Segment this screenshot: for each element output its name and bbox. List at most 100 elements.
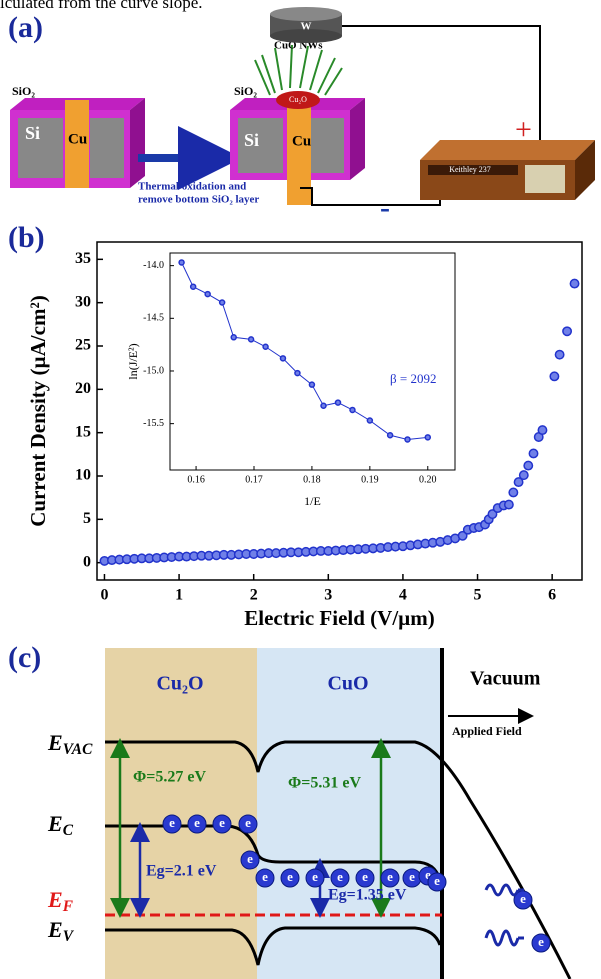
data-point: [366, 417, 374, 424]
y-tick-label: 0: [83, 553, 91, 570]
data-point: [518, 470, 529, 481]
x-tick-label: 0.18: [303, 474, 321, 485]
data-point: [334, 399, 342, 406]
gap-label: Eg=1.35 eV: [328, 887, 407, 904]
x-tick-label: 0.20: [419, 474, 437, 485]
electron-label: e: [247, 851, 253, 866]
data-point: [279, 355, 287, 362]
level-symbol: E: [47, 887, 63, 912]
y-tick-label: 15: [75, 423, 91, 440]
data-point: [320, 402, 327, 409]
electron: [280, 868, 300, 888]
plot-frame: [169, 252, 456, 471]
cuo-region: [257, 648, 442, 979]
data-point: [562, 326, 573, 337]
data-point: [294, 369, 301, 377]
electron-label: e: [337, 869, 343, 884]
data-point: [218, 299, 226, 306]
electron-label: e: [362, 869, 368, 884]
data-point: [487, 509, 498, 520]
data-point: [262, 343, 269, 351]
annotation: β = 2092: [390, 371, 436, 386]
electron: [187, 814, 207, 834]
electron: [240, 850, 260, 870]
x-axis-label: 1/E: [304, 494, 321, 508]
oxide-label: SiO₂: [234, 84, 257, 98]
oxide-label: SiO₂: [12, 84, 35, 98]
electron-label: e: [169, 815, 175, 830]
electrode-label: W: [301, 21, 312, 33]
caption: lculated from the curve slope.: [0, 0, 203, 12]
data-point: [230, 334, 237, 341]
electron-label: e: [387, 869, 393, 884]
pillar-label: Cu: [292, 133, 311, 149]
level-symbol: E: [47, 811, 63, 836]
panel-label: (a): [8, 11, 43, 44]
level-sub: F: [62, 898, 74, 915]
level-label: EC: [47, 811, 74, 838]
data-point: [569, 278, 580, 289]
substrate-label: Si: [244, 130, 259, 150]
y-tick-label: -15.5: [143, 418, 164, 429]
device-left: [10, 98, 145, 188]
data-point: [178, 259, 185, 266]
y-tick-label: 25: [75, 337, 91, 354]
emission-wave: [484, 883, 520, 947]
data-point: [554, 349, 565, 360]
x-tick-label: 5: [474, 587, 482, 604]
work-function-label: Φ=5.31 eV: [288, 775, 361, 792]
x-tick-label: 1: [175, 587, 183, 604]
data-point: [308, 381, 316, 388]
electron: [305, 868, 325, 888]
polarity: +: [515, 113, 532, 146]
data-point: [204, 290, 211, 298]
electron: [355, 868, 375, 888]
data-point: [549, 371, 560, 382]
electron-label: e: [262, 869, 268, 884]
data-point: [523, 460, 534, 471]
instrument: [420, 140, 595, 200]
x-tick-label: 0.19: [361, 474, 379, 485]
data-point: [247, 336, 255, 343]
process-text: remove bottom SiO₂ layer: [138, 194, 259, 206]
gap-label: Eg=2.1 eV: [146, 863, 217, 880]
material-label: Cu₂O: [156, 673, 203, 695]
y-axis-label: Current Density (µA/cm²): [26, 295, 50, 526]
cu2o-region: [105, 648, 257, 979]
electron: [531, 933, 551, 953]
electron-label: e: [219, 815, 225, 830]
level-sub: V: [63, 928, 75, 945]
interlayer-label: Cu₂O: [289, 95, 307, 104]
data-point: [404, 436, 411, 443]
x-tick-label: 2: [250, 587, 258, 604]
level-label: EVAC: [47, 730, 93, 757]
data-point: [537, 425, 548, 436]
y-tick-label: -15.0: [143, 365, 164, 376]
work-function-label: Φ=5.27 eV: [133, 769, 206, 786]
y-tick-label: 5: [83, 510, 91, 527]
polarity: -: [380, 191, 390, 224]
vacuum-label: Vacuum: [470, 668, 541, 690]
device-right: [230, 44, 365, 205]
pillar-label: Cu: [68, 131, 87, 147]
electron-label: e: [425, 867, 431, 882]
x-tick-label: 6: [548, 587, 556, 604]
x-axis-label: Electric Field (V/µm): [244, 606, 435, 630]
x-tick-label: 0.16: [187, 474, 205, 485]
process-text: Thermal oxidation and: [138, 181, 246, 193]
y-tick-label: 20: [75, 380, 91, 397]
material-label: CuO: [327, 673, 368, 695]
data-point: [513, 477, 524, 488]
y-tick-label: -14.0: [143, 260, 164, 271]
electron: [427, 872, 447, 892]
level-label: EV: [47, 917, 75, 944]
electron-label: e: [538, 934, 544, 949]
chart: 0 1 2 3 4 5 6 0 5 10 15 20 25 30 35 Electric Field (V/µ…: [26, 241, 583, 630]
data-point: [189, 283, 197, 290]
emission-arrow: [518, 888, 524, 940]
electron-label: e: [245, 815, 251, 830]
y-axis-label: ln(J/E²): [126, 343, 140, 379]
y-tick-label: 30: [75, 293, 91, 310]
level-sub: C: [63, 822, 74, 839]
